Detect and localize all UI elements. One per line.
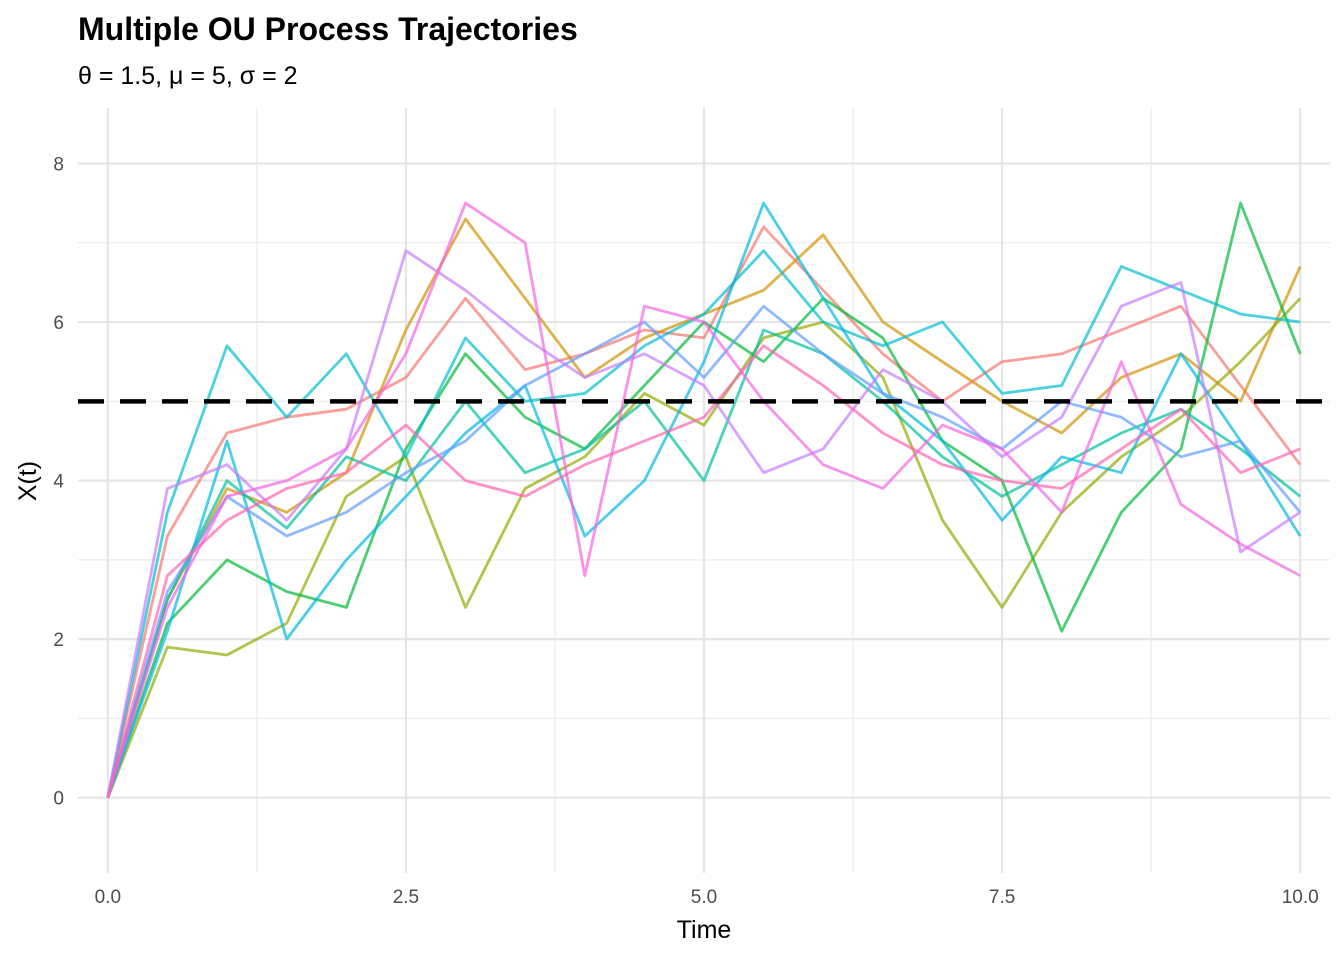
x-tick-label: 7.5: [989, 887, 1015, 908]
series-lines: [106, 201, 1302, 799]
trajectory-line-11: [106, 344, 1301, 799]
x-axis-title: Time: [677, 916, 732, 944]
x-tick-label: 5.0: [691, 887, 717, 908]
x-tick-label: 0.0: [95, 887, 121, 908]
x-tick-label: 2.5: [393, 887, 419, 908]
trajectory-line-7: [106, 249, 1301, 798]
trajectory-line-9: [106, 249, 1301, 798]
chart-title: Multiple OU Process Trajectories: [78, 11, 578, 47]
x-axis-ticks: 0.0 2.5 5.0 7.5 10.0: [95, 887, 1319, 908]
y-axis-ticks: 0 2 4 6 8: [53, 154, 64, 809]
y-tick-label: 2: [53, 630, 64, 651]
y-tick-label: 6: [53, 313, 64, 334]
trajectory-line-10: [106, 201, 1301, 799]
y-axis-title: X(t): [14, 461, 42, 501]
y-tick-label: 0: [53, 789, 64, 810]
trajectory-line-1: [106, 225, 1302, 799]
y-tick-label: 8: [53, 154, 64, 175]
trajectory-line-6: [106, 201, 1302, 799]
trajectory-line-3: [106, 297, 1302, 799]
x-tick-label: 10.0: [1282, 887, 1319, 908]
trajectory-line-5: [106, 328, 1302, 799]
chart-subtitle: θ = 1.5, μ = 5, σ = 2: [78, 62, 298, 90]
y-tick-label: 4: [53, 472, 64, 493]
